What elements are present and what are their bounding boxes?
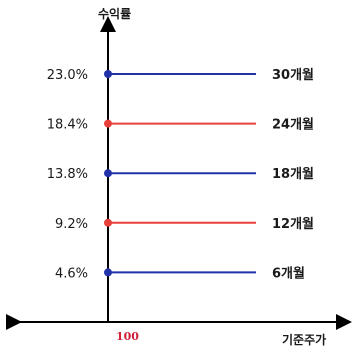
series-point	[104, 119, 112, 128]
series-layer: 23.0% 30개월 18.4% 24개월 13.8% 18개월 9.2% 12개월 4.6% 6…	[47, 67, 314, 281]
y-tick-label: 9.2%	[55, 217, 88, 232]
y-tick-label: 23.0%	[47, 68, 88, 83]
y-tick-label: 4.6%	[55, 266, 88, 281]
y-tick-label: 18.4%	[47, 118, 88, 133]
series-label: 18개월	[272, 166, 314, 182]
series-point	[104, 70, 112, 78]
series-0: 23.0% 30개월	[47, 67, 314, 83]
series-label: 30개월	[272, 67, 314, 83]
series-3: 9.2% 12개월	[55, 216, 314, 232]
series-point	[104, 169, 112, 178]
y-tick-label: 13.8%	[47, 167, 88, 182]
series-4: 4.6% 6개월	[55, 265, 305, 281]
series-point	[104, 218, 112, 227]
series-2: 13.8% 18개월	[47, 166, 314, 182]
series-point	[104, 268, 112, 277]
series-label: 24개월	[272, 117, 314, 133]
series-1: 18.4% 24개월	[47, 117, 314, 133]
y-axis-title: 수익률	[98, 7, 131, 21]
x-marker-label: 100	[116, 330, 139, 343]
x-axis-title: 기준주가	[282, 332, 326, 347]
series-label: 12개월	[272, 216, 314, 232]
series-label: 6개월	[272, 265, 305, 281]
